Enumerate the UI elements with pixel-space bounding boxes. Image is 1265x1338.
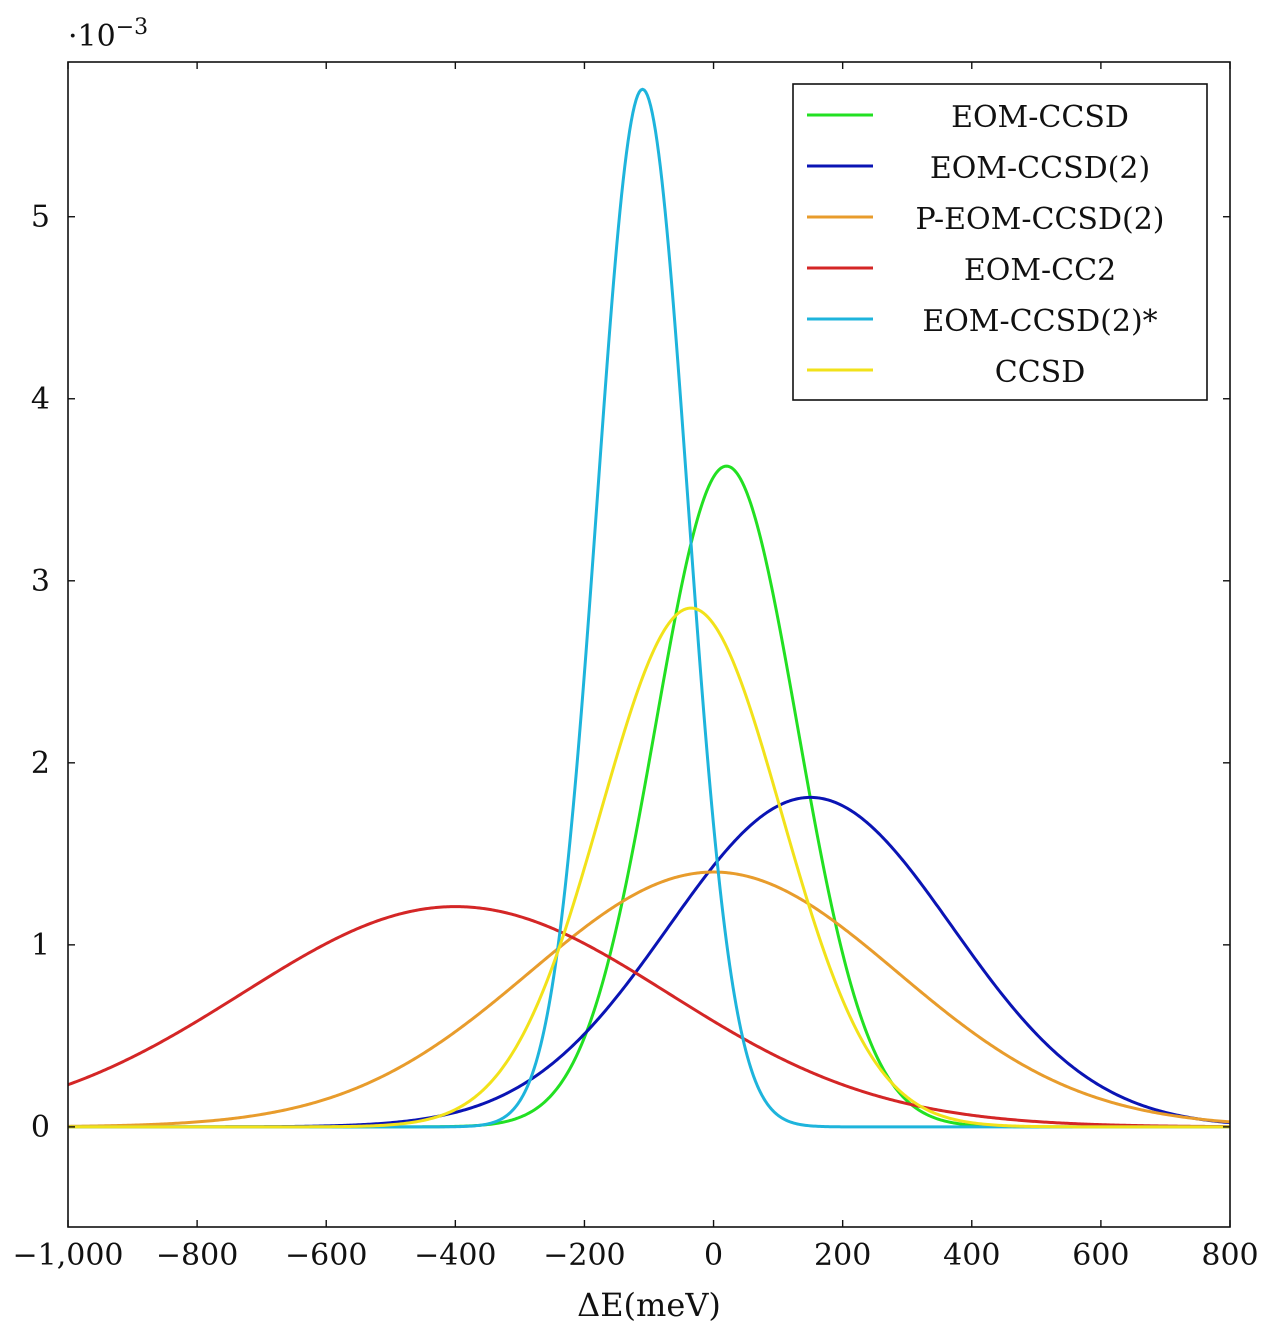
series-line-eom-ccsd (68, 464, 1230, 1129)
legend: EOM-CCSD EOM-CCSD(2) P-EOM-CCSD(2) EOM-CC2 E… (792, 83, 1208, 401)
series-line-p-eom-ccsd-2 (67, 870, 1231, 1128)
legend-label: EOM-CCSD(2) (930, 151, 1150, 186)
x-tick-label: 400 (943, 1238, 1000, 1273)
y-axis-ticks: 0 1 2 3 4 5 (31, 200, 1230, 1145)
y-multiplier-base: ·10 (68, 19, 116, 54)
y-tick-label: 3 (31, 564, 50, 599)
x-tick-label: −800 (156, 1238, 238, 1273)
x-axis-label: ΔE(meV) (577, 1286, 721, 1324)
y-multiplier-exponent: −3 (116, 15, 148, 40)
x-tick-label: −600 (285, 1238, 367, 1273)
x-tick-label: 0 (704, 1238, 723, 1273)
plot-frame (67, 61, 1231, 1228)
y-multiplier-label: ·10−3 (68, 15, 148, 54)
y-tick-label: 0 (31, 1110, 50, 1145)
series-line-eom-cc2 (67, 905, 1231, 1129)
y-tick-label: 1 (31, 928, 50, 963)
x-tick-label: −1,000 (12, 1238, 123, 1273)
x-tick-label: 600 (1072, 1238, 1129, 1273)
legend-box (792, 83, 1208, 401)
x-tick-label: 800 (1201, 1238, 1258, 1273)
legend-label: EOM-CCSD(2)* (922, 304, 1157, 339)
legend-label: EOM-CC2 (964, 253, 1116, 288)
y-tick-label: 5 (31, 200, 50, 235)
series-line-eom-ccsd-2 (68, 795, 1231, 1129)
x-tick-label: −200 (543, 1238, 625, 1273)
x-tick-label: 200 (814, 1238, 871, 1273)
y-tick-label: 4 (31, 382, 50, 417)
x-tick-label: −400 (414, 1238, 496, 1273)
y-tick-label: 2 (31, 746, 50, 781)
series-line-ccsd (68, 606, 1230, 1129)
legend-label: P-EOM-CCSD(2) (915, 202, 1164, 237)
series-curves (67, 87, 1231, 1129)
x-axis-ticks: −1,000 −800 −600 −400 −200 0 200 400 600 800 (12, 62, 1259, 1273)
legend-label: CCSD (995, 355, 1086, 390)
legend-label: EOM-CCSD (951, 100, 1129, 135)
